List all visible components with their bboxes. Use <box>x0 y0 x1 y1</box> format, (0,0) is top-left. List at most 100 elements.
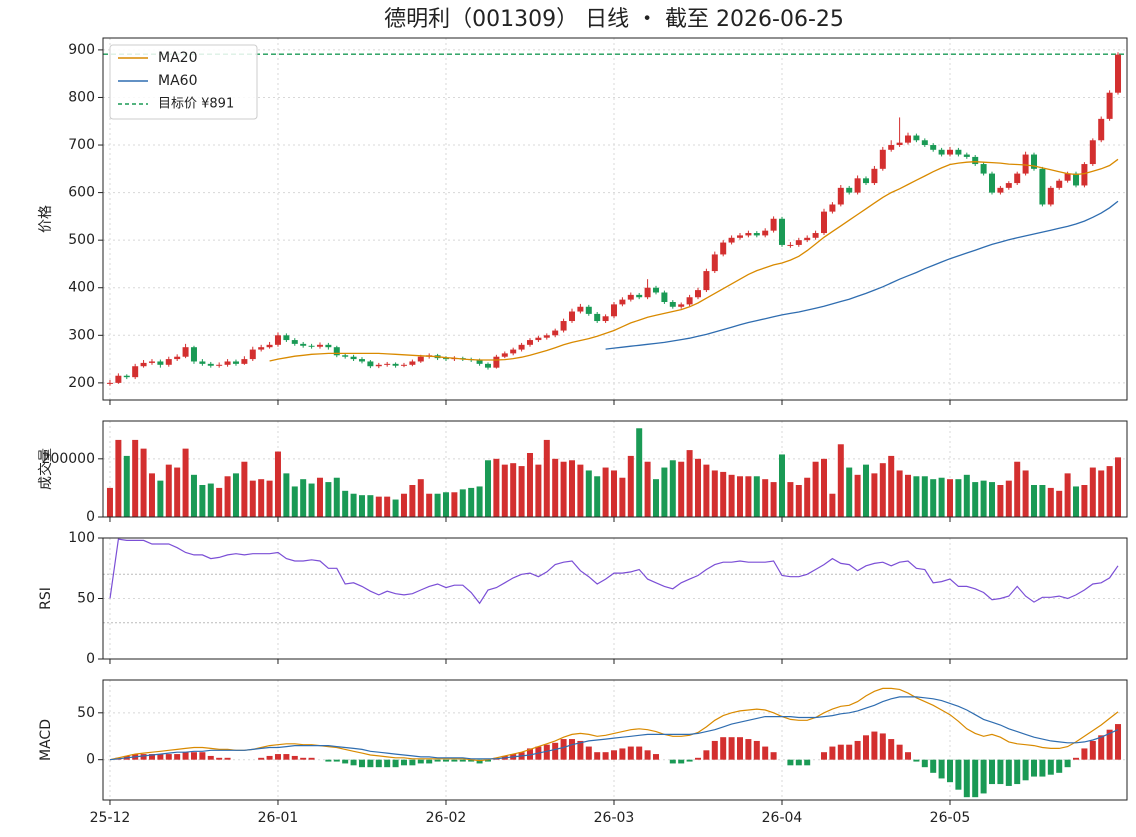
macd-hist-bar <box>711 740 718 760</box>
candle-body <box>249 349 256 360</box>
candle-body <box>804 237 811 241</box>
candle-body <box>871 168 878 184</box>
candle-body <box>610 304 617 317</box>
macd-hist-bar <box>442 759 449 762</box>
candle-body <box>711 254 718 272</box>
macd-hist-bar <box>972 759 979 798</box>
macd-hist-bar <box>224 757 231 760</box>
macd-hist-bar <box>871 731 878 760</box>
candle-body <box>854 178 861 193</box>
candle-body <box>199 361 206 364</box>
candle-body <box>148 361 155 363</box>
macd-hist-bar <box>1014 759 1021 785</box>
volume-bar <box>543 439 550 517</box>
candle-body <box>543 335 550 338</box>
macd-hist-bar <box>384 759 391 768</box>
volume-bar <box>913 476 920 517</box>
panel-frame <box>102 537 1128 660</box>
candle-body <box>274 335 281 345</box>
volume-bar <box>669 460 676 517</box>
macd-hist-bar <box>560 739 567 760</box>
macd-hist-bar <box>283 754 290 760</box>
macd-hist-bar <box>476 759 483 764</box>
macd-hist-bar <box>333 759 340 762</box>
volume-bar <box>837 444 844 517</box>
candle-body <box>644 287 651 298</box>
candle-body <box>367 361 374 367</box>
candle-body <box>955 149 962 155</box>
y-tick-label: 0 <box>86 651 95 667</box>
candle-body <box>938 149 945 155</box>
candle-body <box>678 304 685 307</box>
volume-bar <box>249 480 256 517</box>
macd-hist-bar <box>552 742 559 760</box>
candle-body <box>409 361 416 365</box>
macd-hist-bar <box>930 759 937 773</box>
x-tick-label: 26-02 <box>426 810 467 826</box>
macd-hist-bar <box>451 759 458 762</box>
candle-body <box>602 316 609 322</box>
volume-bar <box>594 476 601 517</box>
candle-body <box>224 361 231 365</box>
volume-bar <box>224 476 231 517</box>
volume-bar <box>417 479 424 517</box>
candle-body <box>283 335 290 341</box>
macd-hist-bar <box>669 759 676 764</box>
volume-bar <box>358 495 365 517</box>
volume-bar <box>132 439 139 517</box>
candle-body <box>1039 168 1046 205</box>
macd-hist-bar <box>854 740 861 760</box>
ma-line <box>269 158 1119 362</box>
candle-body <box>190 347 197 362</box>
macd-hist-bar <box>997 759 1004 785</box>
volume-bar <box>585 470 592 517</box>
volume-bar <box>997 485 1004 517</box>
candle-body <box>778 218 785 245</box>
candle-body <box>1098 118 1105 141</box>
candle-body <box>652 287 659 293</box>
macd-hist-bar <box>905 752 912 760</box>
candle-body <box>518 344 525 350</box>
volume-bar <box>501 464 508 517</box>
volume-bar <box>745 476 752 517</box>
macd-hist-bar <box>804 759 811 766</box>
macd-hist-bar <box>678 759 685 764</box>
macd-hist-bar <box>484 759 491 762</box>
volume-bar <box>661 467 668 517</box>
volume-bar <box>400 493 407 517</box>
macd-hist-bar <box>1081 748 1088 760</box>
volume-bar <box>753 476 760 517</box>
volume-bar <box>795 485 802 517</box>
y-tick-label: 900 <box>68 42 95 58</box>
volume-bar <box>938 477 945 517</box>
macd-hist-bar <box>148 754 155 760</box>
macd-hist-bar <box>1047 759 1054 775</box>
volume-bar <box>736 476 743 517</box>
macd-hist-bar <box>770 752 777 760</box>
candle-body <box>333 347 340 356</box>
candle-body <box>476 360 483 364</box>
candle-body <box>1064 173 1071 181</box>
candle-body <box>837 187 844 205</box>
macd-hist-bar <box>863 735 870 760</box>
candle-body <box>888 145 895 150</box>
candle-body <box>207 363 214 366</box>
volume-bar <box>468 487 475 517</box>
volume-bar <box>812 461 819 517</box>
candle-body <box>997 187 1004 193</box>
macd-hist-bar <box>577 740 584 760</box>
candle-body <box>787 244 794 246</box>
macd-hist-bar <box>358 759 365 768</box>
candle-body <box>266 344 273 348</box>
macd-hist-bar <box>266 755 273 760</box>
y-axis-label: MACD <box>38 719 54 761</box>
macd-hist-bar <box>762 746 769 760</box>
macd-hist-bar <box>258 757 265 760</box>
volume-bar <box>1115 457 1122 517</box>
macd-hist-bar <box>636 746 643 760</box>
candle-body <box>947 149 954 155</box>
candle-body <box>661 292 668 303</box>
volume-bar <box>728 474 735 517</box>
candle-body <box>358 359 365 362</box>
volume-bar <box>291 486 298 517</box>
